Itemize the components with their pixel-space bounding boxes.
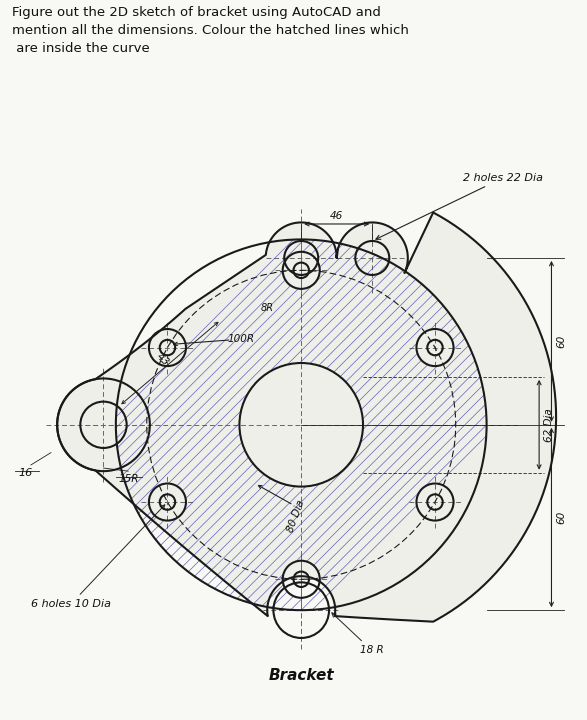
Text: 8R: 8R xyxy=(261,303,274,312)
Text: 6 holes 10 Dia: 6 holes 10 Dia xyxy=(31,505,165,609)
Text: 80 Dia: 80 Dia xyxy=(286,499,307,534)
Text: 62 Dia: 62 Dia xyxy=(544,408,554,441)
Text: 60: 60 xyxy=(556,335,566,348)
Text: 46: 46 xyxy=(330,211,343,221)
Text: 60: 60 xyxy=(556,511,566,524)
Text: 43: 43 xyxy=(154,351,170,368)
Polygon shape xyxy=(57,212,556,621)
Text: Bracket: Bracket xyxy=(268,667,334,683)
Text: Figure out the 2D sketch of bracket using AutoCAD and
mention all the dimensions: Figure out the 2D sketch of bracket usin… xyxy=(12,6,409,55)
Text: 16: 16 xyxy=(19,468,33,478)
Text: 15R: 15R xyxy=(119,474,140,485)
Text: 100R: 100R xyxy=(227,335,254,344)
Text: 18 R: 18 R xyxy=(332,613,384,655)
Text: 2 holes 22 Dia: 2 holes 22 Dia xyxy=(376,173,544,239)
